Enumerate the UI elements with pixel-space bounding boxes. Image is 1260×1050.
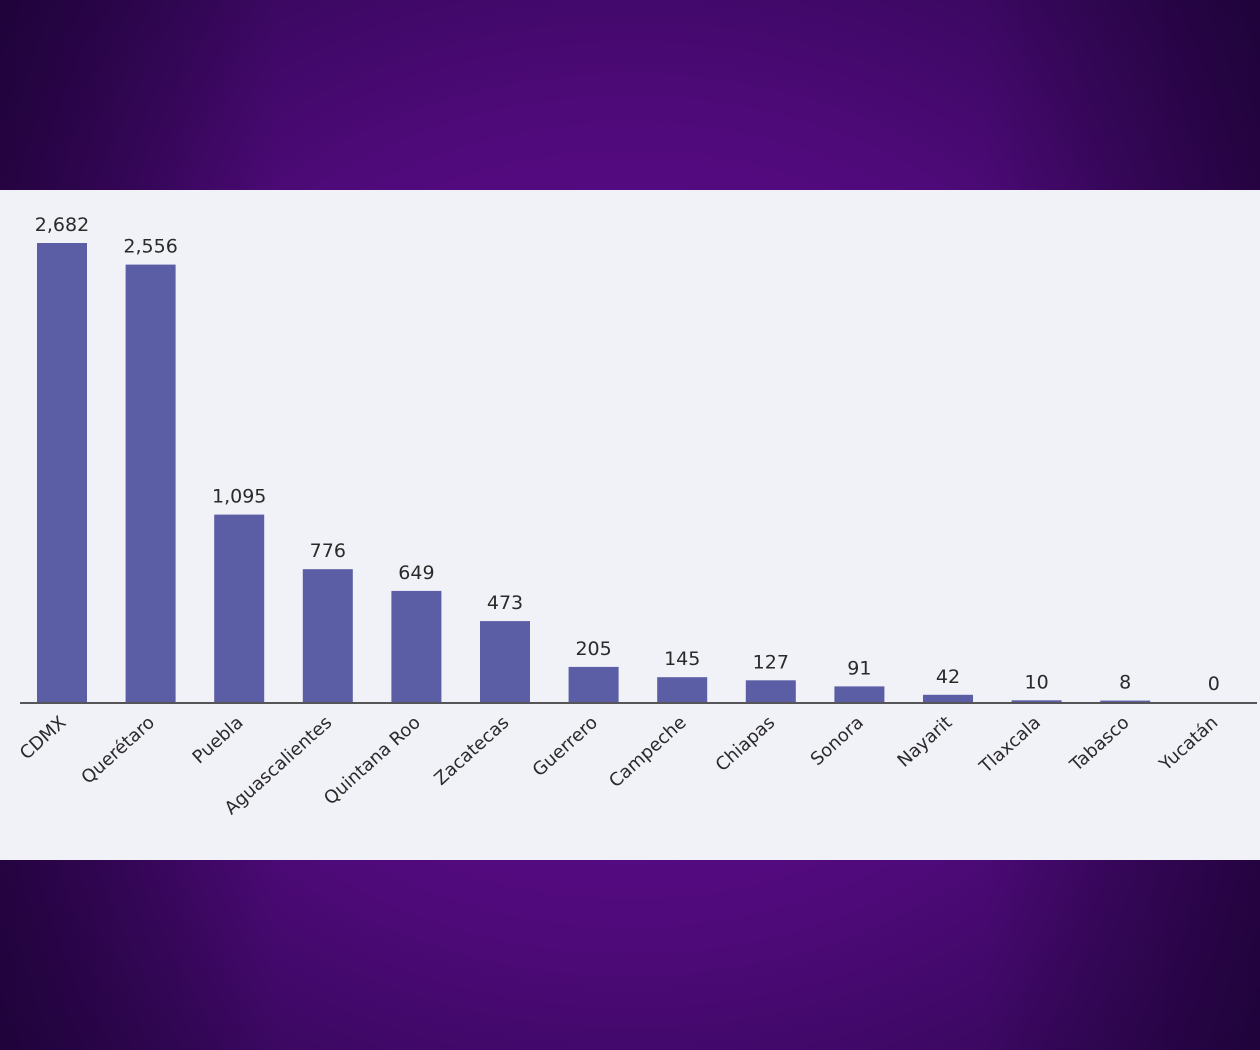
x-tick-label-7: Campeche [605, 712, 690, 792]
bar-0 [37, 243, 87, 702]
bar-3 [302, 569, 353, 702]
bar-12 [1100, 700, 1151, 702]
value-label-0: 2,682 [35, 214, 89, 236]
x-tick-label-8: Chiapas [712, 712, 779, 776]
value-label-3: 776 [310, 540, 346, 562]
value-label-11: 10 [1025, 671, 1049, 693]
bars-group [37, 243, 1151, 702]
x-tick-label-5: Zacatecas [430, 712, 513, 790]
value-label-4: 649 [398, 562, 434, 584]
value-label-1: 2,556 [123, 236, 177, 258]
value-label-10: 42 [936, 666, 960, 688]
value-label-8: 127 [753, 651, 789, 673]
bar-4 [391, 590, 442, 702]
bar-10 [923, 694, 973, 702]
bar-11 [1011, 700, 1062, 702]
bar-7 [657, 677, 708, 702]
bar-1 [125, 264, 176, 702]
value-label-2: 1,095 [212, 486, 266, 508]
value-label-13: 0 [1208, 673, 1220, 695]
x-tick-label-6: Guerrero [529, 712, 602, 781]
bar-8 [745, 680, 796, 702]
x-tick-label-10: Nayarit [894, 712, 957, 772]
value-labels-group: 2,682 2,556 1,095 776 649 473 205 145 127 91 42 10 8… [35, 214, 1220, 695]
x-tick-label-13: Yucatán [1155, 712, 1222, 776]
bar-chart: 2,682 2,556 1,095 776 649 473 205 145 127 91 42 10 8… [16, 214, 1257, 819]
value-label-9: 91 [847, 657, 871, 679]
bar-6 [568, 666, 619, 702]
bar-2 [214, 514, 265, 702]
x-tick-label-12: Tabasco [1065, 712, 1133, 776]
x-tick-labels-group: CDMX Querétaro PueblaAguascalientesQuintan… [16, 712, 1222, 819]
x-tick-label-9: Sonora [807, 712, 868, 770]
bar-5 [480, 621, 530, 702]
value-label-12: 8 [1119, 672, 1131, 694]
x-tick-label-0: CDMX [16, 712, 70, 764]
chart-panel: 2,682 2,556 1,095 776 649 473 205 145 127 91 42 10 8… [0, 190, 1260, 860]
bar-9 [834, 686, 885, 702]
value-label-6: 205 [575, 638, 611, 660]
value-label-5: 473 [487, 592, 523, 614]
x-tick-label-2: Puebla [189, 712, 248, 768]
value-label-7: 145 [664, 648, 700, 670]
x-tick-label-4: Quintana Roo [320, 712, 425, 809]
x-tick-label-11: Tlaxcala [975, 712, 1045, 778]
x-tick-label-1: Querétaro [77, 712, 159, 788]
